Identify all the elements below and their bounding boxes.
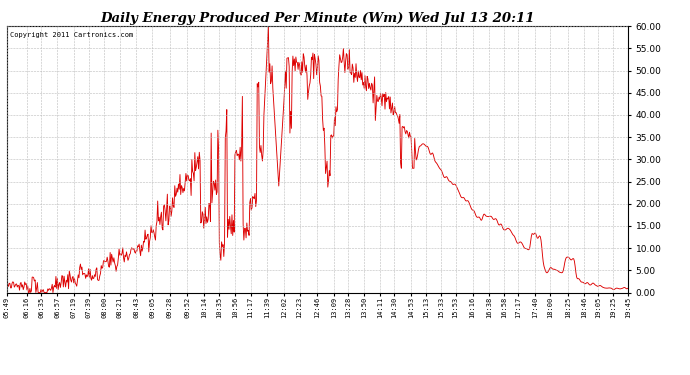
Title: Daily Energy Produced Per Minute (Wm) Wed Jul 13 20:11: Daily Energy Produced Per Minute (Wm) We… [100, 12, 535, 25]
Text: Copyright 2011 Cartronics.com: Copyright 2011 Cartronics.com [10, 32, 133, 38]
